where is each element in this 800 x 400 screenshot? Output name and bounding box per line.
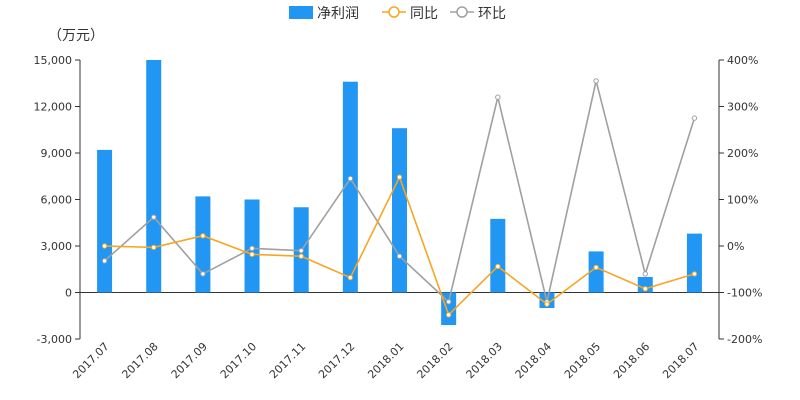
left-axis-tick-label: 3,000 — [41, 240, 73, 253]
bar — [392, 128, 407, 293]
mom-point — [495, 94, 501, 100]
mom-point — [249, 245, 255, 252]
left-axis-tick-label: 12,000 — [34, 101, 73, 114]
mom-point — [691, 115, 698, 121]
bar — [441, 292, 457, 326]
x-axis-tick-label: 2018.05 — [562, 340, 603, 381]
left-axis-tick-label: 6,000 — [41, 194, 73, 207]
legend-mom-label: 环比 — [478, 6, 506, 22]
x-axis-tick-label: 2018.07 — [660, 340, 701, 381]
mom-point — [101, 258, 108, 264]
bar — [195, 196, 211, 293]
right-axis-tick-label: 200% — [727, 147, 758, 160]
legend-mom-marker — [456, 6, 468, 18]
mom-point — [642, 271, 648, 277]
x-axis-tick-label: 2018.02 — [414, 340, 455, 381]
yoy-point — [101, 243, 108, 249]
mom-point — [151, 214, 157, 220]
bar — [588, 251, 604, 293]
x-axis-tick-label: 2017.08 — [119, 340, 160, 381]
bars — [97, 60, 702, 326]
left-axis-tick-label: 15,000 — [34, 54, 73, 67]
x-axis-tick-label: 2017.09 — [169, 340, 210, 381]
right-axis-tick-label: -200% — [727, 333, 762, 346]
right-axis-tick-label: 0% — [727, 240, 744, 253]
right-axis-tick-label: 300% — [727, 101, 758, 114]
right-axis-tick-label: -100% — [727, 287, 762, 300]
legend-bar-swatch — [289, 6, 313, 19]
x-axis-tick-label: 2017.10 — [218, 340, 259, 381]
mom-point — [593, 78, 599, 84]
mom-point — [200, 271, 206, 277]
mom-point — [445, 299, 452, 305]
yoy-point — [642, 286, 648, 292]
x-axis-tick-label: 2018.03 — [464, 340, 505, 381]
bar — [637, 277, 653, 293]
left-axis-tick-label: -3,000 — [37, 333, 72, 346]
x-axis-tick-label: 2018.01 — [365, 340, 406, 381]
x-axis-tick-label: 2018.04 — [513, 340, 554, 381]
yoy-point — [544, 301, 550, 307]
bar — [342, 81, 358, 293]
mom-point — [396, 253, 403, 259]
right-axis-tick-label: 100% — [727, 194, 758, 207]
legend: 净利润 同比 环比 — [289, 6, 506, 22]
yoy-point — [347, 274, 354, 281]
x-axis-tick-label: 2018.06 — [611, 340, 652, 381]
mom-point — [298, 247, 304, 254]
bar — [146, 60, 162, 293]
lines — [101, 78, 698, 318]
yoy-point — [200, 233, 206, 239]
x-axis-tick-label: 2017.11 — [267, 340, 308, 381]
legend-bar-label: 净利润 — [317, 6, 359, 22]
mom-point — [347, 175, 354, 182]
left-axis-tick-label: 0 — [65, 287, 72, 300]
yoy-point — [396, 174, 403, 180]
bar — [97, 149, 113, 293]
left-axis-tick-label: 9,000 — [41, 147, 73, 160]
legend-yoy-label: 同比 — [410, 6, 438, 22]
x-axis-tick-label: 2017.07 — [70, 340, 111, 381]
bar — [686, 233, 702, 293]
yoy-point — [593, 264, 599, 271]
right-axis-tick-label: 400% — [727, 54, 758, 67]
yoy-point — [691, 271, 698, 277]
x-axis-labels: 2017.07 2017.08 2017.09 2017.10 2017.11 2017.… — [70, 340, 701, 381]
yoy-point — [298, 253, 304, 259]
bar — [490, 218, 506, 293]
legend-yoy-marker — [388, 6, 400, 18]
yoy-point — [445, 312, 452, 318]
yoy-point — [151, 244, 157, 251]
yoy-point — [249, 251, 255, 258]
yoy-point — [495, 263, 501, 270]
left-axis-unit: （万元） — [48, 28, 104, 44]
x-axis-tick-label: 2017.12 — [316, 340, 357, 381]
